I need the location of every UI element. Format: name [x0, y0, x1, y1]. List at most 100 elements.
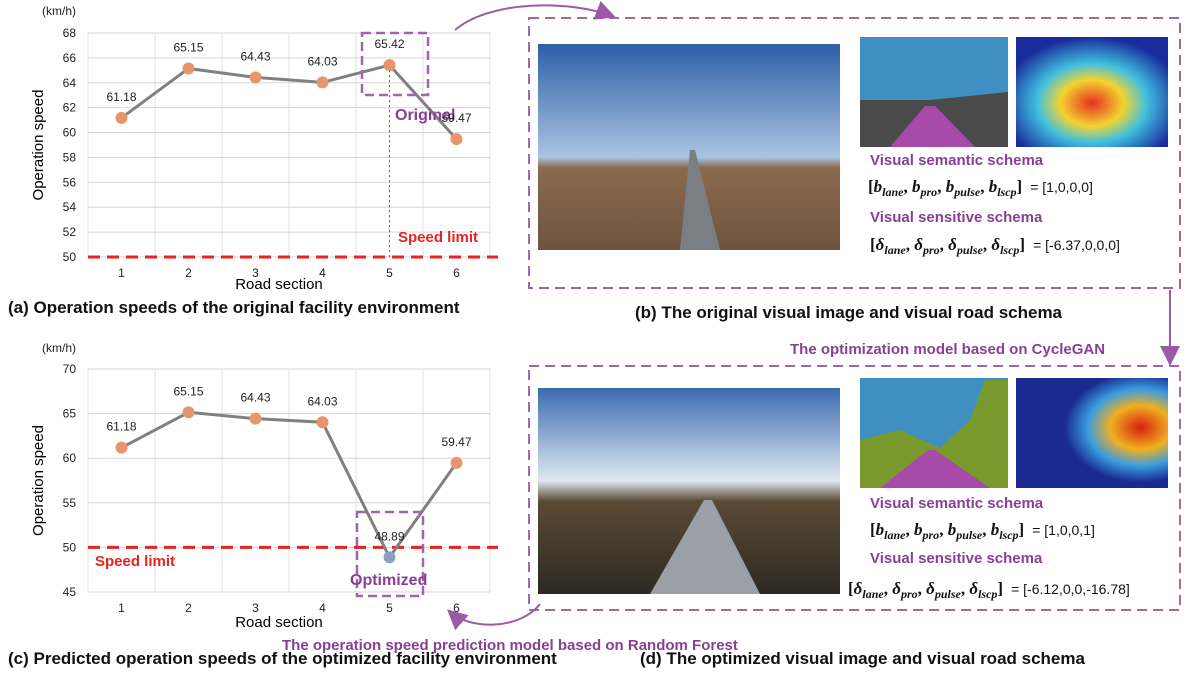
formula-part: ,	[961, 579, 970, 598]
caption: (b) The original visual image and visual…	[635, 303, 1063, 322]
highlight-box	[360, 31, 430, 97]
x-tick-label: 6	[453, 601, 460, 615]
y-tick-label: 45	[63, 585, 77, 599]
y-tick-label: 50	[63, 250, 77, 264]
y-axis-label: Operation speed	[30, 90, 47, 201]
speed-limit-label: Speed limit	[95, 553, 175, 570]
caption: (a) Operation speeds of the original fac…	[8, 298, 460, 317]
value-label: 59.47	[441, 435, 471, 449]
symbol: b	[946, 177, 955, 196]
symbol: b	[948, 520, 957, 539]
value-label: 48.89	[374, 529, 404, 543]
x-tick-label: 1	[118, 266, 125, 280]
x-tick-label: 3	[252, 601, 259, 615]
symbol: δ	[926, 579, 935, 598]
formula-part: ,	[983, 235, 992, 254]
subscript: pro	[922, 528, 940, 542]
subscript: lane	[884, 243, 906, 257]
marker	[383, 551, 396, 564]
formula-part: ,	[982, 520, 991, 539]
x-axis-label: Road section	[235, 614, 323, 631]
x-tick-label: 2	[185, 601, 192, 615]
schema-title: Visual semantic schema	[870, 152, 1044, 169]
y-tick-label: 66	[63, 51, 77, 65]
semantic-lane	[880, 450, 990, 488]
symbol: b	[912, 177, 921, 196]
y-tick-label: 68	[63, 26, 77, 40]
marker	[182, 406, 195, 419]
subscript: pulse	[956, 243, 984, 257]
y-unit: (km/h)	[42, 341, 76, 355]
arrow-label: The operation speed prediction model bas…	[282, 637, 738, 654]
marker	[249, 71, 262, 84]
schema-panel: Visual semantic schema Visual sensitive s…	[640, 495, 1130, 668]
schema-title: Visual sensitive schema	[870, 209, 1043, 226]
value-label: 61.18	[106, 90, 136, 104]
value-label: 65.15	[173, 384, 203, 398]
x-tick-label: 5	[386, 601, 393, 615]
formula: [blane, bpro, bpulse, blscp] = [1,0,0,1]	[870, 520, 1095, 542]
formula-part: ]	[997, 579, 1003, 598]
formula-part: [	[870, 235, 876, 254]
y-tick-label: 65	[63, 407, 77, 421]
y-tick-label: 54	[63, 200, 77, 214]
y-tick-label: 55	[63, 496, 77, 510]
subscript: pro	[922, 243, 940, 257]
symbol: δ	[969, 579, 978, 598]
value-label: 64.43	[240, 391, 270, 405]
x-tick-label: 2	[185, 266, 192, 280]
symbol: δ	[991, 235, 1000, 254]
y-tick-label: 56	[63, 175, 77, 189]
symbol: δ	[854, 579, 863, 598]
x-tick-label: 3	[252, 266, 259, 280]
x-tick-label: 4	[319, 266, 326, 280]
subscript: lane	[862, 587, 884, 601]
formula-part: ,	[937, 177, 946, 196]
symbol: δ	[892, 579, 901, 598]
formula-part: ]	[1019, 520, 1025, 539]
y-tick-label: 64	[63, 76, 77, 90]
y-tick-label: 50	[63, 540, 77, 554]
formula-part: ,	[906, 520, 915, 539]
x-tick-label: 6	[453, 266, 460, 280]
panel-box	[528, 17, 1181, 289]
marker	[450, 133, 463, 146]
marker	[450, 456, 463, 469]
symbol: b	[991, 520, 1000, 539]
arrow	[454, 0, 616, 31]
value-label: 65.42	[374, 37, 404, 51]
subscript: pulse	[953, 185, 981, 199]
formula-part: ,	[939, 520, 948, 539]
value-label: 64.43	[240, 49, 270, 63]
subscript: pro	[920, 185, 938, 199]
panels: Visual semantic schema Visual sensitive s…	[635, 152, 1130, 668]
line	[120, 63, 458, 141]
heatmap	[1016, 378, 1168, 488]
y-axis-label: Operation speed	[30, 425, 47, 536]
formula-part: ,	[906, 235, 915, 254]
value-label: 65.15	[173, 40, 203, 54]
formula-part: [	[868, 177, 874, 196]
x-axis-label: Road section	[235, 276, 323, 293]
vector: = [-6.37,0,0,0]	[1033, 237, 1120, 253]
marker	[316, 416, 329, 429]
symbol: δ	[876, 235, 885, 254]
subscript: pulse	[934, 587, 962, 601]
vector: = [1,0,0,0]	[1030, 179, 1093, 195]
line	[120, 410, 458, 561]
arrow-label: The optimization model based on CycleGAN	[790, 341, 1105, 358]
formula-part: ,	[918, 579, 927, 598]
x-tick-label: 4	[319, 601, 326, 615]
formula-part: ,	[904, 177, 913, 196]
formula: [δlane, δpro, δpulse, δlscp] = [-6.37,0,0…	[870, 235, 1120, 257]
subscript: lscp	[999, 528, 1018, 542]
marker	[115, 441, 128, 454]
vector: = [-6.12,0,0,-16.78]	[1011, 581, 1130, 597]
y-tick-label: 52	[63, 225, 77, 239]
caption: (d) The optimized visual image and visua…	[640, 649, 1085, 668]
semantic-vegetation	[860, 380, 1008, 488]
y-tick-label: 70	[63, 362, 77, 376]
speed-limit-label: Speed limit	[398, 229, 478, 246]
x-tick-label: 5	[386, 266, 393, 280]
